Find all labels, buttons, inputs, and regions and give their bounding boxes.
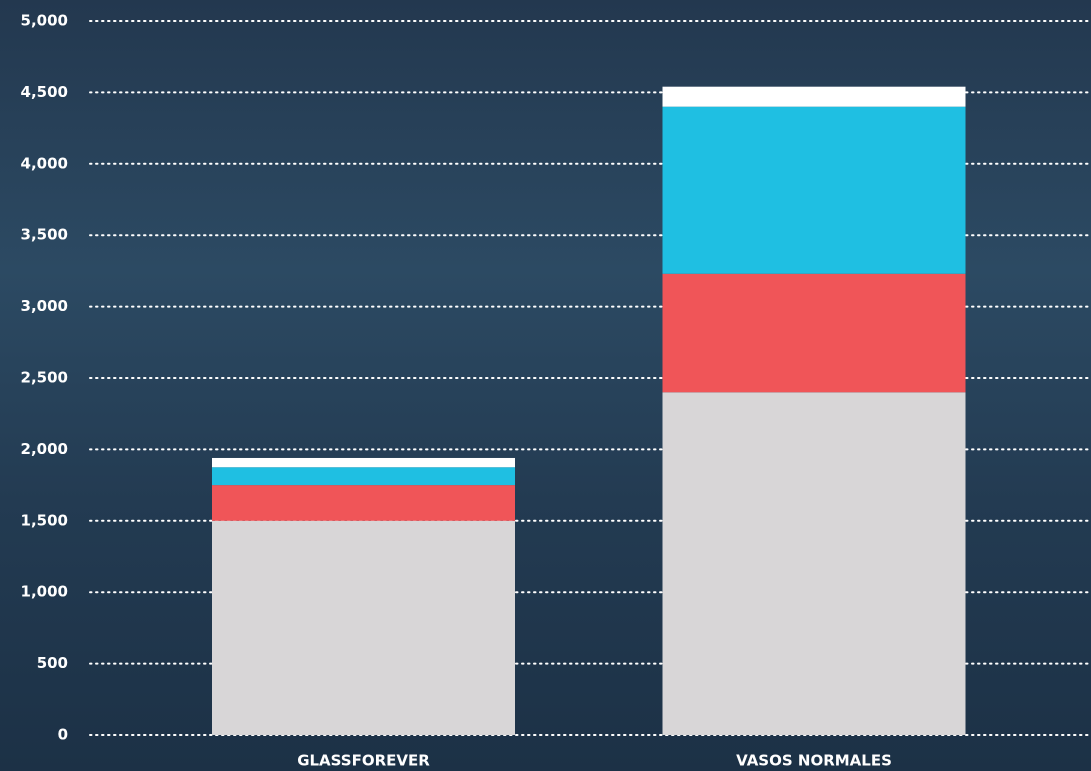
chart: 0 500 1,000 1,500 2,000 2,500 3,000 3,500 4,000 4… xyxy=(0,0,1091,771)
y-tick-label: 4,500 xyxy=(21,83,68,101)
y-tick-label: 5,000 xyxy=(21,12,68,30)
bar-segment xyxy=(212,467,515,485)
x-tick-label: GLASSFOREVER xyxy=(297,752,430,770)
y-tick-label: 1,500 xyxy=(21,511,68,529)
y-tick-label: 0 xyxy=(58,726,68,744)
bar-segment xyxy=(663,392,966,735)
y-tick-label: 2,000 xyxy=(21,440,68,458)
y-tick-label: 1,000 xyxy=(21,583,68,601)
bar-segment xyxy=(212,485,515,521)
x-tick-label: VASOS NORMALES xyxy=(736,752,892,770)
y-tick-label: 3,000 xyxy=(21,297,68,315)
bar-segment xyxy=(212,458,515,467)
bar-segment xyxy=(212,521,515,735)
bar-segment xyxy=(663,274,966,393)
y-tick-label: 3,500 xyxy=(21,226,68,244)
bar-segment xyxy=(663,107,966,274)
bar-segment xyxy=(663,87,966,107)
y-tick-label: 2,500 xyxy=(21,369,68,387)
y-tick-label: 500 xyxy=(37,654,68,672)
y-tick-label: 4,000 xyxy=(21,154,68,172)
